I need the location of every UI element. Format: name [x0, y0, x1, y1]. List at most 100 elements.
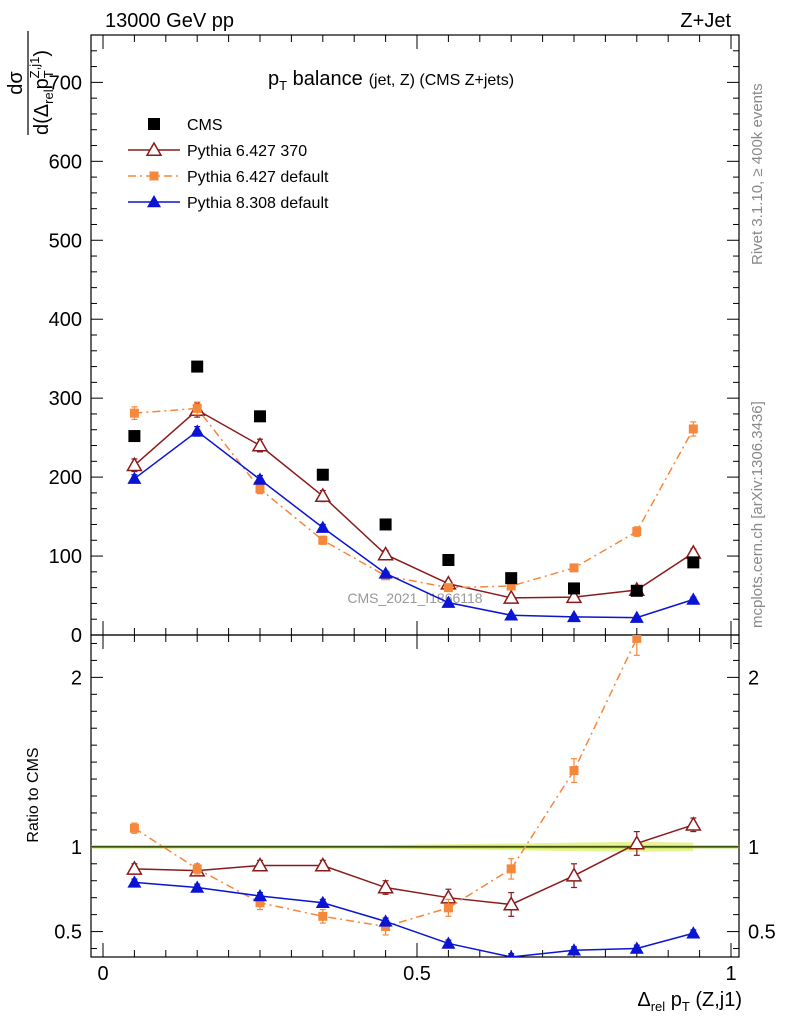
main-point-cms	[442, 554, 455, 566]
main-point-pythia-6-427-default	[129, 408, 139, 418]
main-point-pythia-6-427-default	[318, 535, 328, 545]
ratio-y-tick-label: 2	[71, 667, 82, 689]
ratio-point-pythia-8-308-default	[190, 880, 205, 893]
main-point-cms	[379, 518, 392, 531]
ratio-point-pythia-6-427-default	[506, 864, 516, 874]
ratio-point-pythia-6-427-370	[126, 860, 143, 875]
main-point-pythia-6-427-370	[126, 456, 143, 472]
main-y-tick-label: 200	[49, 467, 82, 489]
main-point-cms	[128, 430, 141, 443]
legend-label-pythia-8-308-default: Pythia 8.308 default	[187, 195, 329, 212]
legend-marker-pythia-6-427-370	[145, 141, 163, 156]
ratio-point-pythia-6-427-370	[502, 895, 520, 911]
main-point-pythia-6-427-370	[565, 588, 583, 604]
legend-marker-pythia-8-308-default	[147, 195, 161, 208]
main-point-pythia-6-427-default	[688, 424, 698, 434]
main-y-tick-label: 600	[49, 151, 82, 173]
main-point-cms	[316, 468, 329, 481]
main-line-pythia-6-427-default	[134, 407, 694, 589]
ratio-point-pythia-8-308-default	[378, 914, 393, 927]
ratio-point-pythia-6-427-370	[628, 834, 646, 850]
ratio-point-pythia-6-427-default	[318, 911, 328, 921]
legend-marker-cms	[148, 118, 160, 130]
header-right: Z+Jet	[680, 10, 731, 32]
ratio-y-tick-label: 1	[71, 837, 82, 859]
ratio-y-tick-label: 0.5	[54, 922, 82, 944]
main-point-cms	[505, 572, 518, 585]
main-point-pythia-6-427-370	[685, 544, 702, 559]
main-point-pythia-8-308-default	[441, 595, 456, 608]
svg-text:d(ΔrelpTZ,j1): d(ΔrelpTZ,j1)	[27, 50, 56, 135]
ratio-point-pythia-8-308-default	[253, 888, 267, 902]
ratio-point-pythia-6-427-default	[689, 532, 698, 541]
ratio-point-pythia-6-427-370	[377, 879, 394, 894]
main-point-pythia-8-308-default	[253, 472, 267, 485]
main-point-pythia-6-427-370	[314, 487, 332, 503]
ratio-line-pythia-8-308-default	[134, 881, 694, 957]
x-tick-label: 1	[725, 963, 736, 985]
main-line-pythia-6-427-370	[133, 409, 694, 599]
main-point-pythia-6-427-default	[632, 527, 642, 537]
axis-ticks: 0 100 200 300 400 500 600 700 0 0.5 1 0.5 0.5 1 1 2 2	[49, 34, 776, 985]
ratio-point-pythia-6-427-default	[192, 864, 202, 874]
ratio-line-pythia-6-427-370	[134, 824, 694, 906]
ratio-point-pythia-8-308-default	[686, 926, 701, 939]
svg-text:dσ: dσ	[5, 71, 27, 95]
side-text-mcplots: mcplots.cern.ch [arXiv:1306.3436]	[749, 401, 766, 628]
ratio-y-tick-label-right: 0.5	[748, 922, 776, 944]
chart-title: pT balance (jet, Z) (CMS Z+jets)	[268, 68, 514, 93]
ratio-point-pythia-6-427-default	[255, 898, 265, 908]
main-point-pythia-8-308-default	[127, 471, 142, 484]
ratio-y-tick-label-right: 2	[748, 667, 759, 689]
main-point-pythia-6-427-default	[506, 581, 516, 591]
ratio-point-pythia-6-427-370	[685, 816, 702, 831]
ratio-point-pythia-8-308-default	[315, 895, 330, 909]
main-point-pythia-6-427-default	[569, 563, 579, 573]
main-point-cms	[687, 556, 700, 569]
header-left: 13000 GeV pp	[105, 10, 234, 32]
ratio-y-axis-label: Ratio to CMS	[25, 747, 42, 842]
main-point-pythia-8-308-default	[567, 609, 581, 623]
watermark: CMS_2021_I1866118	[347, 590, 482, 606]
ratio-point-pythia-8-308-default	[507, 950, 516, 957]
ratio-y-tick-label-right: 1	[748, 837, 759, 859]
side-text-rivet: Rivet 3.1.10, ≥ 400k events	[749, 83, 766, 265]
main-point-pythia-8-308-default	[629, 610, 644, 623]
main-point-pythia-8-308-default	[190, 424, 205, 437]
legend-label-pythia-6-427-370: Pythia 6.427 370	[187, 143, 307, 160]
main-point-pythia-6-427-370	[502, 589, 520, 604]
x-axis-label: Δrel pT (Z,j1)	[637, 989, 742, 1014]
legend-label-pythia-6-427-default: Pythia 6.427 default	[187, 169, 329, 186]
ratio-point-pythia-8-308-default	[127, 875, 142, 888]
main-point-cms	[254, 410, 266, 423]
main-point-pythia-8-308-default	[315, 520, 330, 533]
ratio-point-pythia-6-427-default	[443, 903, 453, 913]
main-line-pythia-8-308-default	[133, 430, 694, 619]
main-point-pythia-6-427-370	[251, 437, 269, 452]
main-series	[126, 360, 702, 623]
main-point-pythia-6-427-default	[443, 583, 453, 593]
main-point-cms	[191, 360, 204, 373]
main-point-pythia-8-308-default	[504, 608, 519, 621]
main-y-tick-label: 700	[49, 72, 82, 94]
ratio-point-pythia-6-427-default	[569, 766, 579, 776]
main-point-pythia-6-427-370	[377, 545, 394, 561]
ratio-point-pythia-8-308-default	[629, 941, 644, 954]
ratio-point-pythia-6-427-default	[632, 635, 642, 643]
legend-marker-pythia-6-427-default	[149, 171, 159, 181]
main-y-tick-label: 300	[49, 388, 82, 410]
ratio-point-pythia-6-427-370	[565, 867, 583, 882]
main-point-pythia-8-308-default	[686, 592, 701, 605]
main-y-tick-label: 500	[49, 230, 82, 252]
ratio-point-pythia-8-308-default	[441, 936, 456, 949]
ratio-line-pythia-6-427-default	[133, 635, 640, 928]
ratio-point-pythia-6-427-370	[314, 856, 332, 872]
main-point-cms	[568, 582, 580, 595]
main-point-pythia-6-427-default	[192, 403, 202, 413]
ratio-point-pythia-6-427-370	[251, 856, 269, 872]
legend: CMS Pythia 6.427 370 Pythia 6.427 default P…	[128, 117, 329, 212]
main-point-cms	[630, 584, 643, 597]
main-point-pythia-8-308-default	[378, 566, 393, 579]
